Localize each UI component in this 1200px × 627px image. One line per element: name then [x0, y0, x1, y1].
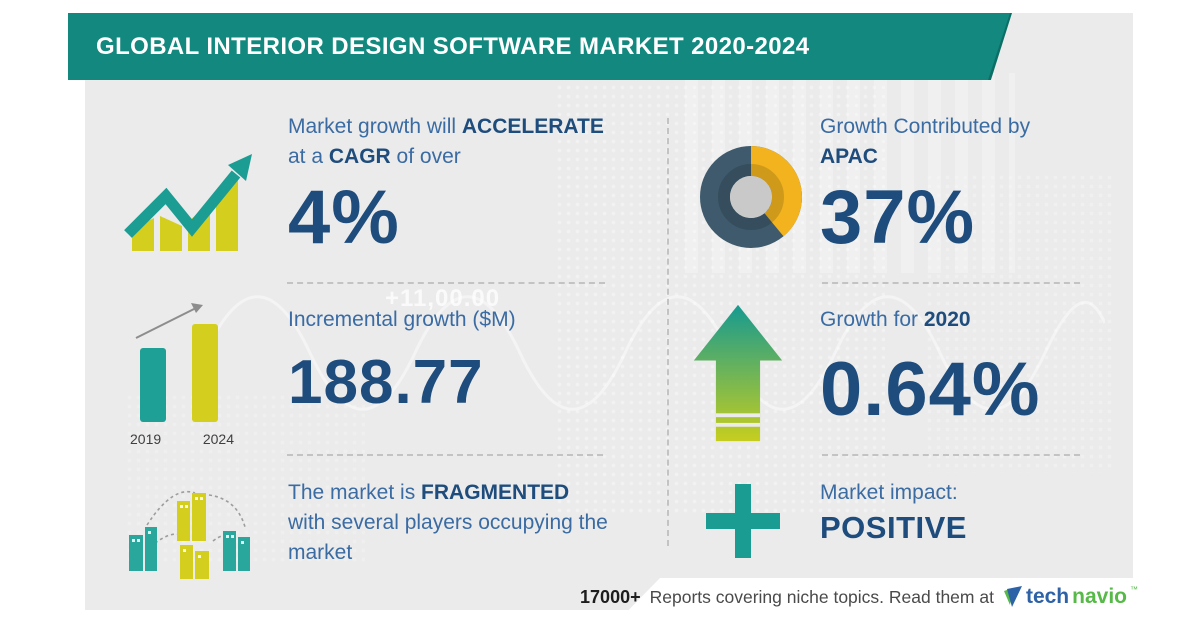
fragmentation-line1: The market is FRAGMENTED [288, 481, 570, 504]
footer: 17000+ Reports covering niche topics. Re… [580, 586, 1138, 608]
cagr-line2: at a CAGR of over [288, 145, 461, 168]
apac-value: 37% [820, 175, 976, 260]
footer-message: Reports covering niche topics. Read them… [649, 586, 994, 607]
left-divider-1 [287, 282, 605, 284]
incremental-growth-label: Incremental growth ($M) [288, 308, 516, 331]
apac-donut-chart-icon [696, 142, 806, 257]
incremental-growth-value: 188.77 [288, 348, 484, 417]
growth-2020-label: Growth for 2020 [820, 308, 971, 331]
cagr-statement: Market growth will ACCELERATE at a CAGR … [288, 112, 604, 172]
bar-year-labels: 2019 2024 [130, 431, 234, 447]
apac-statement: Growth Contributed by APAC [820, 112, 1030, 172]
year-2019-label: 2019 [130, 431, 162, 447]
apac-line2: APAC [820, 145, 878, 168]
up-arrow-icon [690, 298, 786, 453]
impact-value: POSITIVE [820, 510, 967, 545]
vertical-divider [667, 118, 669, 546]
growth-trend-icon [124, 136, 260, 257]
fragmented-market-buildings-icon [125, 473, 261, 586]
left-divider-2 [287, 454, 603, 456]
ghost-number-decor: +11,00.00 [385, 285, 501, 312]
year-2024-label: 2024 [202, 431, 234, 447]
technavio-logo: tech navio ™ [1003, 586, 1138, 608]
apac-line1: Growth Contributed by [820, 115, 1031, 138]
header-banner: GLOBAL INTERIOR DESIGN SOFTWARE MARKET 2… [68, 13, 1010, 80]
fragmentation-line2: with several players occupying the [288, 511, 608, 534]
cagr-value: 4% [288, 175, 400, 260]
fragmentation-statement: The market is FRAGMENTED with several pl… [288, 478, 608, 568]
technavio-arrow-icon [1003, 586, 1022, 607]
cagr-line1: Market growth will ACCELERATE [288, 115, 604, 138]
brand-trademark: ™ [1130, 585, 1138, 594]
report-count: 17000+ [580, 586, 641, 607]
plus-icon [706, 484, 780, 563]
incremental-growth-bars-icon: 2019 2024 [130, 296, 240, 447]
impact-label: Market impact: [820, 481, 958, 504]
growth-2020-value: 0.64% [820, 347, 1041, 432]
right-divider-2 [822, 454, 1080, 456]
brand-navio: navio [1072, 585, 1127, 608]
footer-band [612, 578, 1200, 627]
right-divider-1 [822, 282, 1080, 284]
fragmentation-line3: market [288, 541, 353, 564]
brand-tech: tech [1025, 585, 1070, 608]
page-title: GLOBAL INTERIOR DESIGN SOFTWARE MARKET 2… [96, 32, 810, 60]
